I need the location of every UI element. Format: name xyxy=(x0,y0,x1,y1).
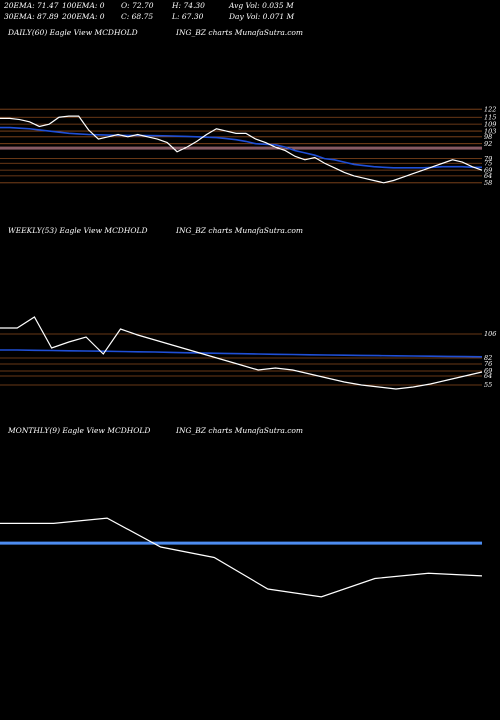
ema100-readout: 100EMA: 0 xyxy=(62,1,105,10)
ema30-readout: 30EMA: 87.89 xyxy=(4,12,59,21)
weekly-tick-label: 69 xyxy=(484,367,492,375)
day-vol-readout: Day Vol: 0.071 M xyxy=(229,12,295,21)
monthly-price-line xyxy=(0,517,483,598)
weekly-tick-label: 76 xyxy=(484,360,492,368)
weekly-panel-label: WEEKLY(53) Eagle View MCDHOLD xyxy=(8,226,148,235)
daily-tick-label: 98 xyxy=(484,133,492,141)
weekly-tick-label: 106 xyxy=(484,330,496,338)
weekly-tick-label: 64 xyxy=(484,372,492,380)
daily-price-line xyxy=(0,115,483,184)
daily-tick-label: 92 xyxy=(484,140,492,148)
weekly-panel-source: ING_BZ charts MunafaSutra.com xyxy=(176,226,304,235)
daily-tick-label: 75 xyxy=(484,159,492,167)
daily-tick-label: 64 xyxy=(484,172,492,180)
open-readout: O: 72.70 xyxy=(121,1,154,10)
daily-panel-source: ING_BZ charts MunafaSutra.com xyxy=(176,28,304,37)
monthly-panel-source: ING_BZ charts MunafaSutra.com xyxy=(176,426,304,435)
daily-tick-label: 58 xyxy=(484,179,492,187)
weekly-tick-label: 55 xyxy=(484,381,492,389)
daily-tick-label: 79 xyxy=(484,155,492,163)
close-readout: C: 68.75 xyxy=(121,12,154,21)
weekly-tick-label: 82 xyxy=(484,354,492,362)
monthly-panel-label: MONTHLY(9) Eagle View MCDHOLD xyxy=(8,426,151,435)
ema20-readout: 20EMA: 71.47 xyxy=(4,1,59,10)
daily-tick-label: 103 xyxy=(484,127,496,135)
weekly-ema-line xyxy=(0,349,483,358)
daily-panel-label: DAILY(60) Eagle View MCDHOLD xyxy=(8,28,138,37)
daily-tick-label: 69 xyxy=(484,166,492,174)
daily-tick-label: 115 xyxy=(484,113,496,121)
avg-vol-readout: Avg Vol: 0.035 M xyxy=(229,1,294,10)
daily-tick-label: 122 xyxy=(484,105,496,113)
weekly-price-line xyxy=(0,316,483,390)
ema200-readout: 200EMA: 0 xyxy=(62,12,105,21)
daily-tick-label: 109 xyxy=(484,120,496,128)
daily-ema-line xyxy=(0,126,482,169)
low-readout: L: 67.30 xyxy=(172,12,204,21)
high-readout: H: 74.30 xyxy=(172,1,205,10)
